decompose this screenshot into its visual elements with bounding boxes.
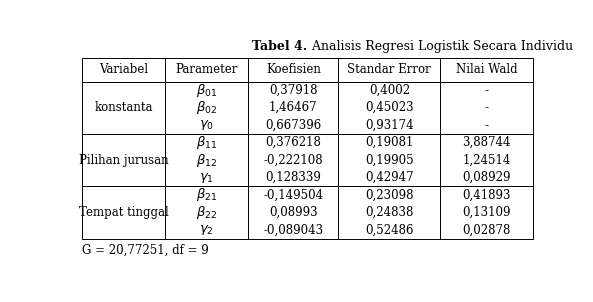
Bar: [441, 134, 533, 186]
Text: $\gamma_{0}$: $\gamma_{0}$: [199, 118, 215, 132]
Text: 0,37918: 0,37918: [269, 84, 318, 97]
Text: 1,46467: 1,46467: [269, 101, 318, 114]
Bar: [248, 134, 339, 186]
Bar: [339, 82, 441, 134]
Text: -0,222108: -0,222108: [263, 154, 323, 167]
Text: $\beta_{22}$: $\beta_{22}$: [196, 204, 218, 221]
Text: 0,45023: 0,45023: [365, 101, 414, 114]
Text: $\gamma_{2}$: $\gamma_{2}$: [199, 223, 214, 237]
Text: -: -: [484, 119, 489, 132]
Text: $\gamma_{1}$: $\gamma_{1}$: [199, 171, 214, 185]
Text: 0,13109: 0,13109: [463, 206, 511, 219]
Text: Nilai Wald: Nilai Wald: [456, 63, 517, 76]
Text: G = 20,77251, df = 9: G = 20,77251, df = 9: [82, 244, 209, 257]
Bar: [82, 58, 165, 82]
Bar: [441, 186, 533, 239]
Text: Analisis Regresi Logistik Secara Individu: Analisis Regresi Logistik Secara Individ…: [308, 40, 573, 53]
Bar: [165, 134, 248, 186]
Bar: [82, 134, 165, 186]
Text: -0,089043: -0,089043: [263, 223, 323, 236]
Text: 0,23098: 0,23098: [365, 188, 414, 201]
Bar: [165, 186, 248, 239]
Text: Tabel 4.: Tabel 4.: [253, 40, 308, 53]
Text: 3,88744: 3,88744: [463, 136, 511, 149]
Text: 0,93174: 0,93174: [365, 119, 414, 132]
Text: 0,128339: 0,128339: [266, 171, 321, 184]
Text: 0,42947: 0,42947: [365, 171, 414, 184]
Bar: [248, 186, 339, 239]
Bar: [248, 82, 339, 134]
Text: 0,4002: 0,4002: [369, 84, 410, 97]
Text: Variabel: Variabel: [99, 63, 148, 76]
Bar: [165, 58, 248, 82]
Text: $\beta_{11}$: $\beta_{11}$: [196, 134, 218, 151]
Text: Standar Error: Standar Error: [347, 63, 431, 76]
Text: -: -: [484, 101, 489, 114]
Text: 1,24514: 1,24514: [463, 154, 511, 167]
Text: 0,08993: 0,08993: [269, 206, 318, 219]
Text: $\beta_{01}$: $\beta_{01}$: [196, 82, 218, 99]
Bar: [82, 82, 165, 134]
Text: Pilihan jurusan: Pilihan jurusan: [79, 154, 168, 167]
Text: 0,02878: 0,02878: [463, 223, 511, 236]
Text: -0,149504: -0,149504: [263, 188, 323, 201]
Text: 0,41893: 0,41893: [463, 188, 511, 201]
Bar: [82, 186, 165, 239]
Text: -: -: [484, 84, 489, 97]
Text: Koefisien: Koefisien: [266, 63, 321, 76]
Text: Parameter: Parameter: [176, 63, 238, 76]
Bar: [248, 58, 339, 82]
Bar: [339, 134, 441, 186]
Text: konstanta: konstanta: [95, 101, 153, 114]
Text: 0,52486: 0,52486: [365, 223, 414, 236]
Bar: [441, 58, 533, 82]
Text: $\beta_{12}$: $\beta_{12}$: [196, 152, 218, 169]
Text: 0,24838: 0,24838: [365, 206, 413, 219]
Text: Tempat tinggal: Tempat tinggal: [79, 206, 169, 219]
Text: 0,376218: 0,376218: [266, 136, 321, 149]
Text: 0,667396: 0,667396: [265, 119, 321, 132]
Text: 0,19081: 0,19081: [365, 136, 413, 149]
Text: $\beta_{21}$: $\beta_{21}$: [196, 186, 218, 204]
Bar: [441, 82, 533, 134]
Text: $\beta_{02}$: $\beta_{02}$: [196, 99, 218, 116]
Text: 0,08929: 0,08929: [463, 171, 511, 184]
Text: 0,19905: 0,19905: [365, 154, 414, 167]
Bar: [339, 58, 441, 82]
Bar: [165, 82, 248, 134]
Bar: [339, 186, 441, 239]
